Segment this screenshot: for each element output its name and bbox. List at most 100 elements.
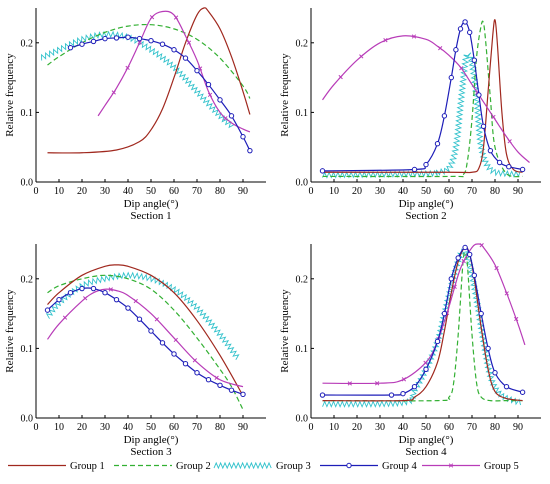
data-point bbox=[214, 375, 219, 380]
series-line bbox=[322, 248, 521, 408]
x-tick-label: 70 bbox=[467, 422, 477, 433]
x-axis-label: Dip angle(°) bbox=[124, 434, 179, 446]
data-point bbox=[113, 296, 120, 303]
x-tick-label: 30 bbox=[100, 186, 110, 197]
data-point bbox=[434, 338, 441, 345]
series-group-4 bbox=[319, 244, 526, 398]
series-line bbox=[322, 246, 523, 402]
data-point bbox=[90, 285, 97, 292]
data-point bbox=[434, 141, 441, 147]
x-tick-label: 80 bbox=[490, 422, 500, 433]
data-point bbox=[79, 41, 85, 47]
series-line bbox=[322, 251, 523, 402]
x-tick-label: 50 bbox=[146, 422, 156, 433]
series-group-3 bbox=[322, 248, 521, 408]
x-tick-label: 30 bbox=[375, 186, 385, 197]
y-tick-label: 0.0 bbox=[296, 178, 309, 189]
x-tick-label: 40 bbox=[398, 422, 408, 433]
x-tick-label: 0 bbox=[34, 422, 39, 433]
series-line bbox=[45, 271, 240, 360]
series-line bbox=[322, 243, 526, 385]
series-group-1 bbox=[322, 19, 523, 174]
series-line bbox=[47, 288, 244, 388]
series-group-1 bbox=[47, 264, 244, 397]
data-point bbox=[506, 163, 512, 170]
series-line bbox=[322, 52, 521, 179]
y-axis-label: Relative frequency bbox=[4, 53, 16, 137]
data-point bbox=[56, 296, 62, 303]
data-point bbox=[485, 345, 491, 352]
chart-panel-3: 0 10 20 30 40 50 60 70 80 90 0.0 0.1 0.2 Dip angle(°)… bbox=[4, 244, 266, 458]
data-point bbox=[452, 284, 457, 289]
series-group-1 bbox=[322, 246, 523, 402]
data-point bbox=[507, 139, 512, 144]
data-point bbox=[338, 74, 343, 80]
data-point bbox=[217, 97, 223, 103]
x-axis-label: Dip angle(°) bbox=[399, 434, 454, 446]
y-tick-label: 0.2 bbox=[296, 38, 309, 49]
y-tick-label: 0.2 bbox=[21, 274, 34, 285]
data-point bbox=[514, 316, 519, 322]
series-line bbox=[70, 36, 251, 151]
legend-marker bbox=[448, 463, 454, 468]
series-line bbox=[47, 274, 244, 410]
data-point bbox=[113, 35, 120, 41]
y-tick-label: 0.1 bbox=[296, 344, 309, 355]
data-point bbox=[192, 358, 198, 363]
x-tick-label: 20 bbox=[77, 422, 87, 433]
data-point bbox=[111, 90, 116, 95]
data-point bbox=[453, 47, 459, 53]
series-line bbox=[47, 23, 251, 99]
data-point bbox=[504, 291, 509, 296]
x-tick-label: 30 bbox=[100, 422, 110, 433]
data-point bbox=[441, 310, 448, 317]
data-point bbox=[448, 276, 454, 282]
x-tick-label: 90 bbox=[513, 422, 523, 433]
series-line bbox=[47, 7, 251, 154]
data-point bbox=[102, 290, 108, 296]
legend-label: Group 2 bbox=[176, 461, 211, 472]
data-point bbox=[411, 34, 417, 39]
data-point bbox=[159, 340, 166, 346]
series-group-3 bbox=[41, 30, 235, 129]
data-point bbox=[44, 307, 51, 313]
data-point bbox=[494, 265, 499, 271]
data-point bbox=[478, 310, 484, 317]
data-point bbox=[186, 40, 192, 45]
data-point bbox=[400, 390, 406, 397]
data-point bbox=[423, 360, 428, 365]
data-point bbox=[194, 67, 200, 74]
data-point bbox=[487, 147, 494, 154]
data-point bbox=[148, 328, 154, 334]
data-point bbox=[411, 166, 418, 173]
series-group-3 bbox=[322, 52, 521, 179]
series-group-4 bbox=[67, 34, 253, 154]
x-tick-label: 90 bbox=[238, 186, 248, 197]
x-tick-label: 80 bbox=[490, 186, 500, 197]
data-point bbox=[173, 15, 179, 20]
x-tick-label: 50 bbox=[146, 186, 156, 197]
data-point bbox=[67, 290, 74, 296]
data-point bbox=[467, 251, 473, 258]
data-point bbox=[491, 114, 496, 120]
series-line bbox=[322, 35, 530, 163]
data-point bbox=[462, 244, 468, 251]
data-point bbox=[148, 38, 154, 44]
data-point bbox=[401, 377, 407, 382]
y-tick-label: 0.1 bbox=[21, 108, 34, 119]
legend-item-2: Group 2 bbox=[114, 461, 211, 472]
data-point bbox=[240, 134, 246, 140]
series-group-2 bbox=[322, 251, 523, 402]
data-point bbox=[67, 44, 74, 51]
data-point bbox=[438, 46, 443, 51]
x-tick-label: 20 bbox=[352, 186, 362, 197]
series-group-1 bbox=[47, 7, 251, 154]
data-point bbox=[137, 40, 142, 45]
y-tick-label: 0.2 bbox=[21, 38, 34, 49]
y-tick-label: 0.1 bbox=[21, 344, 34, 355]
data-point bbox=[228, 387, 235, 393]
panel-caption: Section 2 bbox=[405, 210, 446, 222]
x-axis-label: Dip angle(°) bbox=[399, 198, 454, 210]
legend-swatch bbox=[213, 461, 272, 470]
